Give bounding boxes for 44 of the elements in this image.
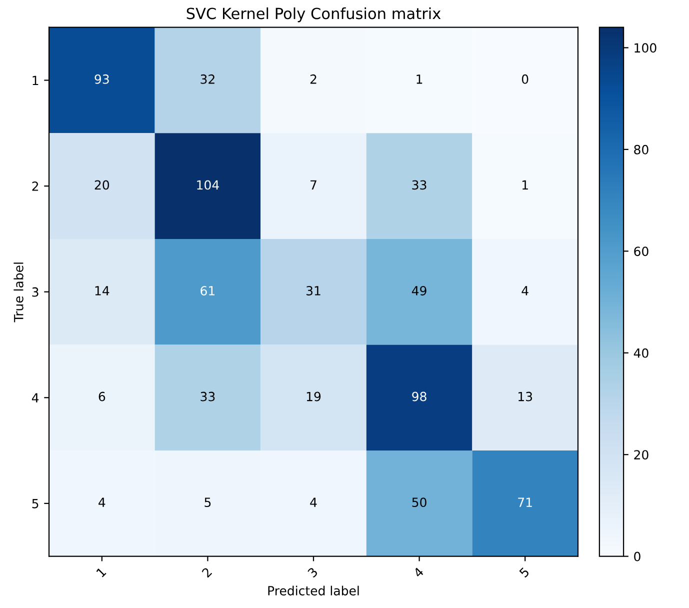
data-label: 33	[412, 180, 426, 190]
color-bar-label: 0	[634, 552, 640, 562]
data-label: 14	[95, 286, 110, 296]
data-label: 31	[306, 286, 320, 296]
data-label: 50	[412, 498, 426, 508]
color-bar-label: 20	[634, 450, 648, 460]
data-label: 1	[522, 180, 528, 190]
data-label: 33	[200, 392, 215, 402]
color-bar-label: 40	[634, 348, 648, 358]
x-tick-label: 3	[307, 566, 318, 578]
data-label: 32	[200, 74, 214, 84]
x-tick-label: 5	[518, 567, 530, 578]
x-tick-label: 4	[412, 566, 424, 578]
x-axis-title: Predicted label	[268, 586, 359, 596]
y-tick-label: 1	[32, 76, 38, 86]
y-axis-title: True label	[14, 262, 24, 322]
x-tick-label: 2	[201, 567, 212, 578]
data-label: 0	[522, 74, 528, 84]
data-label: 1	[416, 74, 422, 84]
data-label: 7	[310, 180, 316, 190]
data-label: 4	[98, 498, 106, 507]
data-label: 2	[310, 74, 316, 84]
y-tick-label: 5	[32, 499, 38, 508]
data-label: 19	[306, 392, 321, 402]
data-label: 6	[98, 392, 106, 402]
data-label: 5	[204, 498, 211, 508]
data-label: 98	[412, 392, 426, 402]
color-bar-label: 100	[634, 43, 656, 53]
data-label: 93	[94, 74, 109, 84]
color-bar-label: 60	[634, 246, 648, 256]
data-label: 4	[522, 286, 528, 296]
y-tick-label: 2	[32, 182, 38, 191]
data-label: 71	[518, 498, 532, 507]
y-tick-label: 4	[32, 393, 39, 402]
chart-title: SVC Kernel Poly Confusion matrix	[186, 7, 441, 22]
color-bar-label: 80	[634, 144, 648, 154]
data-label: 4	[310, 498, 317, 507]
data-label: 49	[412, 286, 426, 296]
data-label: 61	[200, 286, 214, 296]
data-label: 20	[94, 180, 110, 190]
data-label: 104	[197, 180, 219, 190]
y-tick-label: 3	[32, 287, 38, 297]
data-label: 13	[518, 392, 532, 402]
x-tick-label: 1	[96, 567, 106, 578]
